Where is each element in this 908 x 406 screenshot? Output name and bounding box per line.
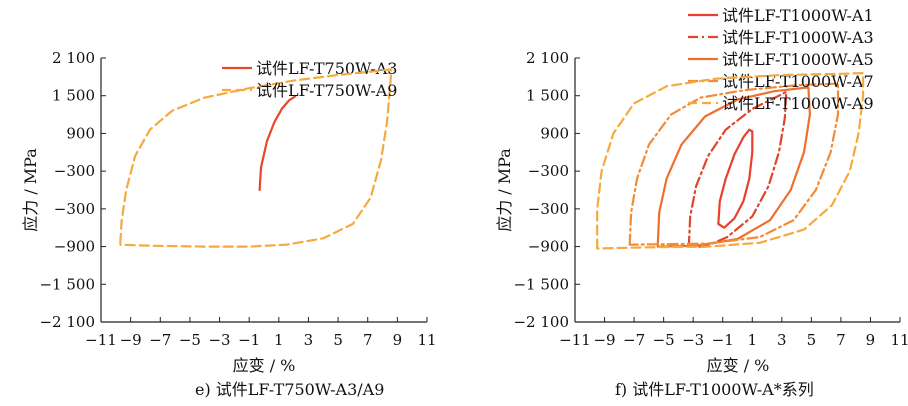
- legend-label: 试件LF-T1000W-A5: [722, 50, 874, 69]
- legend-label: 试件LF-T1000W-A1: [722, 6, 874, 25]
- series-line: [656, 86, 811, 248]
- x-tick-label: 7: [363, 331, 373, 349]
- x-tick-label: −7: [623, 331, 645, 349]
- y-tick-label: 1 500: [52, 87, 95, 105]
- x-tick-label: 11: [417, 331, 436, 349]
- x-tick-label: −11: [559, 331, 591, 349]
- x-tick-label: −5: [179, 331, 201, 349]
- panel-caption: f) 试件LF-T1000W-A*系列: [615, 380, 814, 399]
- x-tick-label: 5: [807, 331, 817, 349]
- y-tick-label: −2 100: [513, 313, 569, 331]
- y-tick-label: −900: [528, 238, 569, 256]
- x-tick-label: −5: [653, 331, 675, 349]
- x-tick-label: 5: [333, 331, 343, 349]
- y-tick-label: −300: [528, 162, 569, 180]
- y-tick-label: 1 500: [526, 87, 569, 105]
- x-tick-label: −3: [682, 331, 704, 349]
- legend-label: 试件LF-T1000W-A9: [722, 94, 874, 113]
- series-line: [687, 90, 788, 248]
- y-tick-label: −900: [54, 238, 95, 256]
- x-tick-label: −3: [208, 331, 230, 349]
- y-tick-label: −300: [54, 200, 95, 218]
- x-axis-label: 应变 / %: [233, 356, 296, 375]
- y-tick-label: −1 500: [39, 275, 95, 293]
- legend-label: 试件LF-T750W-A9: [256, 81, 397, 100]
- y-tick-label: 900: [66, 124, 95, 142]
- x-tick-label: 9: [393, 331, 403, 349]
- series-line: [119, 68, 393, 248]
- y-axis-label: 应力 / MPa: [21, 148, 40, 232]
- x-tick-label: −1: [238, 331, 260, 349]
- legend-label: 试件LF-T1000W-A3: [722, 28, 874, 47]
- x-tick-label: −7: [149, 331, 171, 349]
- y-tick-label: −1 500: [513, 275, 569, 293]
- panel-caption: e) 试件LF-T750W-A3/A9: [195, 380, 384, 399]
- series-line: [717, 128, 754, 229]
- y-axis-label: 应力 / MPa: [495, 148, 514, 232]
- x-tick-label: −11: [85, 331, 117, 349]
- x-tick-label: 3: [777, 331, 787, 349]
- y-tick-label: 900: [540, 124, 569, 142]
- series-line: [596, 72, 865, 250]
- x-axis-label: 应变 / %: [707, 356, 770, 375]
- x-tick-label: 1: [274, 331, 284, 349]
- series-line: [628, 82, 840, 246]
- x-tick-label: 7: [836, 331, 846, 349]
- x-tick-label: −1: [712, 331, 734, 349]
- y-tick-label: 2 100: [526, 49, 569, 67]
- x-tick-label: 3: [304, 331, 314, 349]
- x-tick-label: 9: [866, 331, 876, 349]
- y-tick-label: −300: [54, 162, 95, 180]
- y-tick-label: 2 100: [52, 49, 95, 67]
- y-tick-label: −300: [528, 200, 569, 218]
- y-tick-label: −2 100: [39, 313, 95, 331]
- x-tick-label: −9: [120, 331, 142, 349]
- x-tick-label: −9: [593, 331, 615, 349]
- legend-label: 试件LF-T750W-A3: [256, 59, 397, 78]
- x-tick-label: 11: [890, 331, 908, 349]
- x-tick-label: 1: [747, 331, 757, 349]
- series-line: [258, 95, 297, 192]
